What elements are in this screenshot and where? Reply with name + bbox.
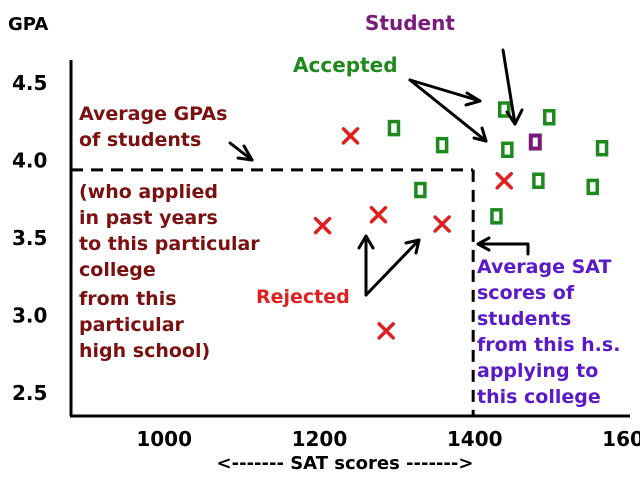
rejected-point — [433, 215, 451, 233]
accepted-point — [490, 208, 503, 225]
accepted-point — [387, 119, 401, 137]
avg-gpa-annotation: Average GPAs of students — [79, 103, 227, 151]
x-tick-label: 1200 — [292, 427, 348, 451]
applied-annotation: (who applied in past years to this parti… — [79, 181, 260, 362]
rejected-point — [377, 322, 395, 340]
y-tick-label: 2.5 — [12, 381, 47, 405]
accepted-point — [543, 109, 556, 126]
rejected-annotation: Rejected — [256, 286, 350, 308]
student-annotation: Student — [365, 11, 455, 35]
rejected-arrows — [357, 234, 421, 297]
applied-line: particular — [79, 314, 185, 336]
applied-line: in past years — [79, 207, 218, 229]
y-tick-label: 4.5 — [12, 71, 47, 95]
avg-gpa-line: Average GPAs — [79, 103, 227, 125]
data-points — [313, 101, 609, 340]
x-tick-label: 1600 — [602, 427, 640, 451]
applied-line: college — [79, 259, 156, 281]
x-tick-label: 1000 — [136, 427, 192, 451]
applied-line: to this particular — [79, 233, 260, 255]
applied-line: high school) — [79, 340, 210, 362]
accepted-point — [435, 136, 449, 154]
student-arrow — [501, 48, 524, 126]
avg-sat-annotation: Average SAT scores of students from this… — [477, 256, 620, 408]
rejected-point — [313, 216, 332, 235]
avg-sat-line: scores of — [477, 282, 575, 304]
applied-line: from this — [79, 288, 177, 310]
y-tick-label: 3.0 — [12, 303, 47, 327]
annotation-arrows — [228, 48, 530, 297]
y-tick-label: 3.5 — [12, 226, 47, 250]
reference-lines — [71, 168, 475, 416]
avg-sat-arrow — [476, 236, 530, 256]
y-tick-labels: 2.5 3.0 3.5 4.0 4.5 — [12, 71, 47, 405]
x-axis-label: <------- SAT scores -------> — [217, 453, 474, 474]
avg-sat-line: Average SAT — [477, 256, 612, 278]
accepted-point — [532, 172, 545, 189]
accepted-point — [586, 178, 599, 196]
x-tick-labels: 1000 1200 1400 1600 — [136, 427, 640, 451]
avg-gpa-line: of students — [79, 129, 201, 151]
accepted-point — [414, 181, 427, 199]
rejected-point — [341, 127, 360, 145]
avg-gpa-arrow — [228, 141, 254, 162]
accepted-annotation: Accepted — [293, 53, 398, 77]
y-axis-label: GPA — [8, 14, 48, 35]
x-tick-label: 1400 — [447, 427, 503, 451]
rejected-point — [369, 206, 388, 224]
applied-line: (who applied — [79, 181, 218, 203]
avg-sat-line: from this h.s. — [477, 334, 620, 356]
rejected-point — [495, 171, 513, 190]
accepted-point — [595, 139, 609, 157]
axes — [69, 60, 630, 418]
avg-sat-line: students — [477, 308, 571, 330]
accepted-arrows — [408, 78, 488, 143]
student-point — [528, 133, 542, 151]
accepted-point — [501, 141, 514, 159]
avg-sat-line: applying to — [477, 360, 598, 382]
accepted-point — [497, 101, 511, 118]
y-tick-label: 4.0 — [12, 149, 47, 173]
avg-sat-line: this college — [477, 386, 601, 408]
